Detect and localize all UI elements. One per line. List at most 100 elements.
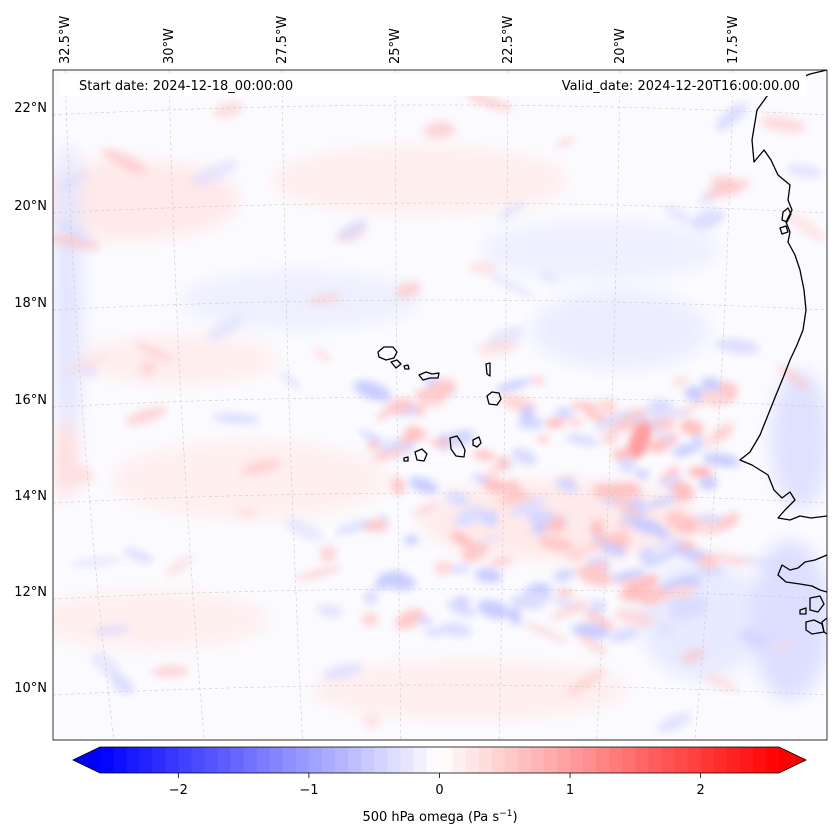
colorbar-cell bbox=[152, 747, 166, 773]
parallel-line bbox=[53, 202, 827, 214]
colorbar-cell bbox=[543, 747, 558, 773]
lon-label: 32.5°W bbox=[58, 16, 73, 64]
colorbar-cell bbox=[478, 747, 493, 773]
colorbar-cell bbox=[178, 747, 193, 773]
colorbar-cell bbox=[361, 747, 375, 773]
colorbar-tick-label: 2 bbox=[697, 783, 705, 798]
colorbar-cell bbox=[426, 747, 441, 773]
lon-label: 30°W bbox=[162, 28, 177, 64]
colorbar-cell bbox=[387, 747, 401, 773]
colorbar-cell bbox=[374, 747, 388, 773]
bijagos-coast bbox=[821, 617, 827, 635]
map-panel: Start date: 2024-12-18_00:00:00 Valid_da… bbox=[53, 70, 827, 740]
lon-label: 20°W bbox=[613, 28, 628, 64]
colorbar-cell bbox=[204, 747, 219, 773]
island-santa-luzia bbox=[403, 364, 410, 370]
colorbar-outline bbox=[72, 746, 807, 774]
map-frame bbox=[52, 69, 828, 741]
lat-label: 18°N bbox=[14, 296, 47, 311]
colorbar-cell bbox=[282, 747, 297, 773]
colorbar-cell bbox=[570, 747, 584, 773]
colorbar-cell bbox=[622, 747, 636, 773]
canary-coast-islet-2 bbox=[779, 225, 789, 235]
colorbar-tick-label: −1 bbox=[299, 783, 318, 798]
island-brava bbox=[403, 456, 409, 462]
meridian-line bbox=[168, 70, 205, 740]
island-boa-vista bbox=[486, 391, 502, 406]
longitude-labels: 32.5°W 30°W 27.5°W 25°W 22.5°W 20°W 17.5°W bbox=[58, 16, 741, 64]
colorbar-cell bbox=[321, 747, 336, 773]
colorbar-cell bbox=[452, 747, 467, 773]
lon-label: 22.5°W bbox=[501, 16, 516, 64]
island-santo-antao bbox=[377, 346, 398, 361]
colorbar-cell bbox=[191, 747, 206, 773]
parallel-line bbox=[53, 684, 827, 696]
canary-coast-islet-1 bbox=[781, 207, 792, 223]
colorbar: −2 −1 0 1 2 500 hPa omega (Pa s−1) bbox=[72, 746, 807, 825]
valid-date-label: Valid_date: 2024-12-20T16:00:00.00 bbox=[562, 79, 800, 94]
colorbar-cell bbox=[700, 747, 715, 773]
colorbar-cells bbox=[100, 747, 780, 773]
colorbar-cell bbox=[269, 747, 284, 773]
lon-label: 25°W bbox=[388, 28, 403, 64]
colorbar-cell bbox=[165, 747, 179, 773]
lat-label: 20°N bbox=[14, 199, 47, 214]
parallel-line bbox=[53, 396, 827, 408]
parallel-line bbox=[53, 299, 827, 311]
colorbar-cell bbox=[739, 747, 754, 773]
lat-label: 16°N bbox=[14, 393, 47, 408]
colorbar-cell bbox=[517, 747, 532, 773]
latitude-labels: 22°N 20°N 18°N 16°N 14°N 12°N 10°N bbox=[14, 101, 47, 696]
island-sao-vicente bbox=[390, 359, 402, 369]
island-sao-nicolau bbox=[418, 371, 440, 381]
colorbar-extend-low bbox=[73, 747, 100, 773]
lat-label: 22°N bbox=[14, 101, 47, 116]
colorbar-cell bbox=[648, 747, 663, 773]
colorbar-cell bbox=[674, 747, 689, 773]
colorbar-cell bbox=[243, 747, 258, 773]
west-africa-coastline bbox=[739, 70, 827, 521]
island-santiago bbox=[449, 435, 466, 458]
colorbar-cell bbox=[530, 747, 545, 773]
colorbar-cell bbox=[335, 747, 349, 773]
colorbar-cell bbox=[752, 747, 767, 773]
colorbar-cell bbox=[557, 747, 571, 773]
island-sal bbox=[485, 362, 491, 377]
colorbar-cell bbox=[139, 747, 153, 773]
parallel-line bbox=[53, 104, 827, 116]
lat-label: 10°N bbox=[14, 681, 47, 696]
colorbar-extend-high bbox=[779, 747, 806, 773]
senegal-gambia-coast bbox=[777, 554, 827, 593]
colorbar-cell bbox=[765, 747, 780, 773]
parallel-line bbox=[53, 492, 827, 504]
colorbar-tick-label: 1 bbox=[566, 783, 574, 798]
colorbar-cell bbox=[687, 747, 702, 773]
colorbar-cell bbox=[256, 747, 271, 773]
meridian-line bbox=[694, 70, 734, 740]
colorbar-cell bbox=[100, 747, 114, 773]
colorbar-cell bbox=[465, 747, 480, 773]
colorbar-cell bbox=[113, 747, 127, 773]
colorbar-cell bbox=[400, 747, 414, 773]
colorbar-cell bbox=[217, 747, 232, 773]
colorbar-cell bbox=[126, 747, 140, 773]
colorbar-cell bbox=[609, 747, 623, 773]
colorbar-cell bbox=[661, 747, 676, 773]
colorbar-tick-label: 0 bbox=[435, 783, 443, 798]
colorbar-tick-label: −2 bbox=[169, 783, 188, 798]
title-band bbox=[60, 74, 806, 96]
colorbar-cell bbox=[726, 747, 741, 773]
colorbar-cell bbox=[713, 747, 728, 773]
gridlines bbox=[53, 70, 827, 740]
omega-field bbox=[53, 92, 827, 734]
colorbar-label: 500 hPa omega (Pa s−1) bbox=[362, 809, 517, 825]
start-date-label: Start date: 2024-12-18_00:00:00 bbox=[79, 79, 293, 94]
colorbar-ticks: −2 −1 0 1 2 bbox=[169, 773, 705, 798]
colorbar-cell bbox=[348, 747, 362, 773]
lat-label: 12°N bbox=[14, 585, 47, 600]
colorbar-cell bbox=[583, 747, 597, 773]
colorbar-cell bbox=[230, 747, 245, 773]
colorbar-cell bbox=[295, 747, 310, 773]
meridian-line bbox=[64, 70, 115, 740]
